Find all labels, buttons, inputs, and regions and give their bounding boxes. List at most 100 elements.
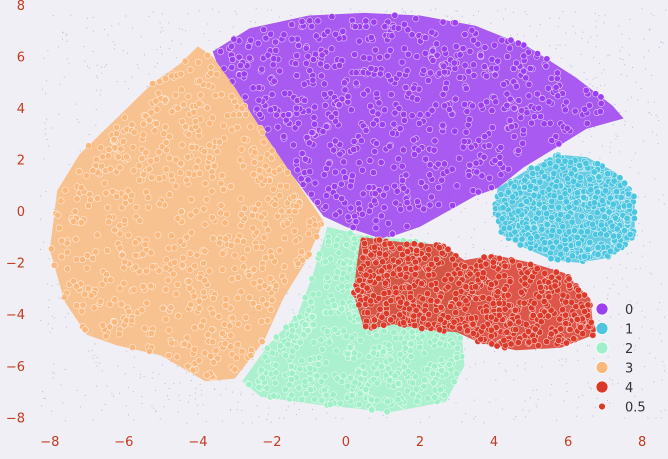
data-point (207, 63, 215, 71)
data-point (441, 102, 449, 110)
data-point (111, 318, 119, 326)
data-point (272, 46, 280, 54)
noise-dot (92, 51, 94, 52)
data-point (549, 226, 557, 234)
noise-dot (178, 394, 180, 396)
data-point (456, 334, 464, 342)
data-point (445, 105, 453, 113)
noise-dot (582, 141, 584, 142)
data-point (405, 89, 413, 97)
noise-dot (624, 124, 625, 126)
data-point (586, 175, 594, 183)
data-point (173, 353, 181, 361)
data-point (509, 193, 517, 201)
data-point (408, 112, 416, 120)
data-point (128, 191, 136, 199)
data-point (77, 219, 85, 227)
data-point (83, 252, 91, 260)
noise-dot (631, 251, 633, 253)
data-point (160, 130, 168, 138)
data-point (426, 171, 434, 179)
data-point (305, 139, 313, 147)
noise-dot (658, 120, 660, 121)
data-point (520, 299, 528, 307)
data-point (123, 153, 131, 161)
noise-dot (609, 378, 611, 380)
data-point (520, 67, 528, 75)
data-point (593, 188, 601, 196)
cluster-points (47, 11, 638, 416)
noise-dot (161, 53, 163, 55)
data-point (410, 84, 418, 92)
noise-dot (127, 52, 128, 54)
data-point (546, 119, 554, 127)
data-point (510, 183, 518, 191)
data-point (459, 143, 467, 151)
data-point (381, 23, 389, 31)
data-point (521, 280, 529, 288)
data-point (580, 194, 588, 202)
data-point (183, 233, 191, 241)
data-point (537, 113, 545, 121)
noise-dot (619, 58, 621, 60)
data-point (211, 92, 219, 100)
noise-dot (43, 241, 45, 243)
data-point (541, 246, 549, 254)
noise-dot (586, 78, 588, 80)
data-point (431, 362, 439, 370)
data-point (304, 326, 312, 334)
data-point (461, 61, 469, 69)
data-point (524, 327, 532, 335)
noise-dot (52, 327, 53, 329)
noise-dot (68, 63, 70, 65)
noise-dot (420, 421, 421, 423)
data-point (559, 306, 567, 314)
data-point (527, 260, 535, 268)
data-point (292, 237, 300, 245)
data-point (165, 351, 173, 359)
noise-dot (445, 15, 447, 17)
data-point (301, 294, 309, 302)
data-point (240, 135, 248, 143)
noise-dot (526, 13, 528, 15)
data-point (264, 226, 272, 234)
data-point (245, 381, 253, 389)
data-point (174, 214, 182, 222)
noise-dot (618, 25, 620, 27)
data-point (162, 315, 170, 323)
noise-dot (168, 22, 170, 24)
data-point (148, 174, 156, 182)
data-point (373, 379, 381, 387)
data-point (181, 57, 189, 65)
data-point (242, 314, 250, 322)
data-point (250, 265, 258, 273)
data-point (533, 233, 541, 241)
data-point (155, 267, 163, 275)
noise-dot (469, 366, 471, 368)
data-point (585, 102, 593, 110)
data-point (336, 399, 344, 407)
data-point (298, 150, 306, 158)
noise-dot (500, 240, 502, 242)
noise-dot (447, 15, 449, 17)
noise-dot (153, 407, 155, 409)
data-point (611, 214, 619, 222)
noise-dot (649, 352, 651, 354)
data-point (536, 178, 544, 186)
data-point (384, 219, 392, 227)
noise-dot (618, 313, 620, 315)
noise-dot (53, 363, 55, 365)
noise-dot (76, 390, 78, 391)
noise-dot (607, 356, 609, 358)
noise-dot (310, 13, 312, 15)
data-point (178, 261, 186, 269)
data-point (481, 133, 489, 141)
data-point (251, 148, 259, 156)
noise-dot (162, 30, 164, 32)
noise-dot (661, 283, 662, 285)
data-point (541, 173, 549, 181)
noise-dot (97, 77, 99, 79)
noise-dot (580, 53, 582, 55)
noise-dot (95, 109, 97, 110)
data-point (244, 246, 252, 254)
